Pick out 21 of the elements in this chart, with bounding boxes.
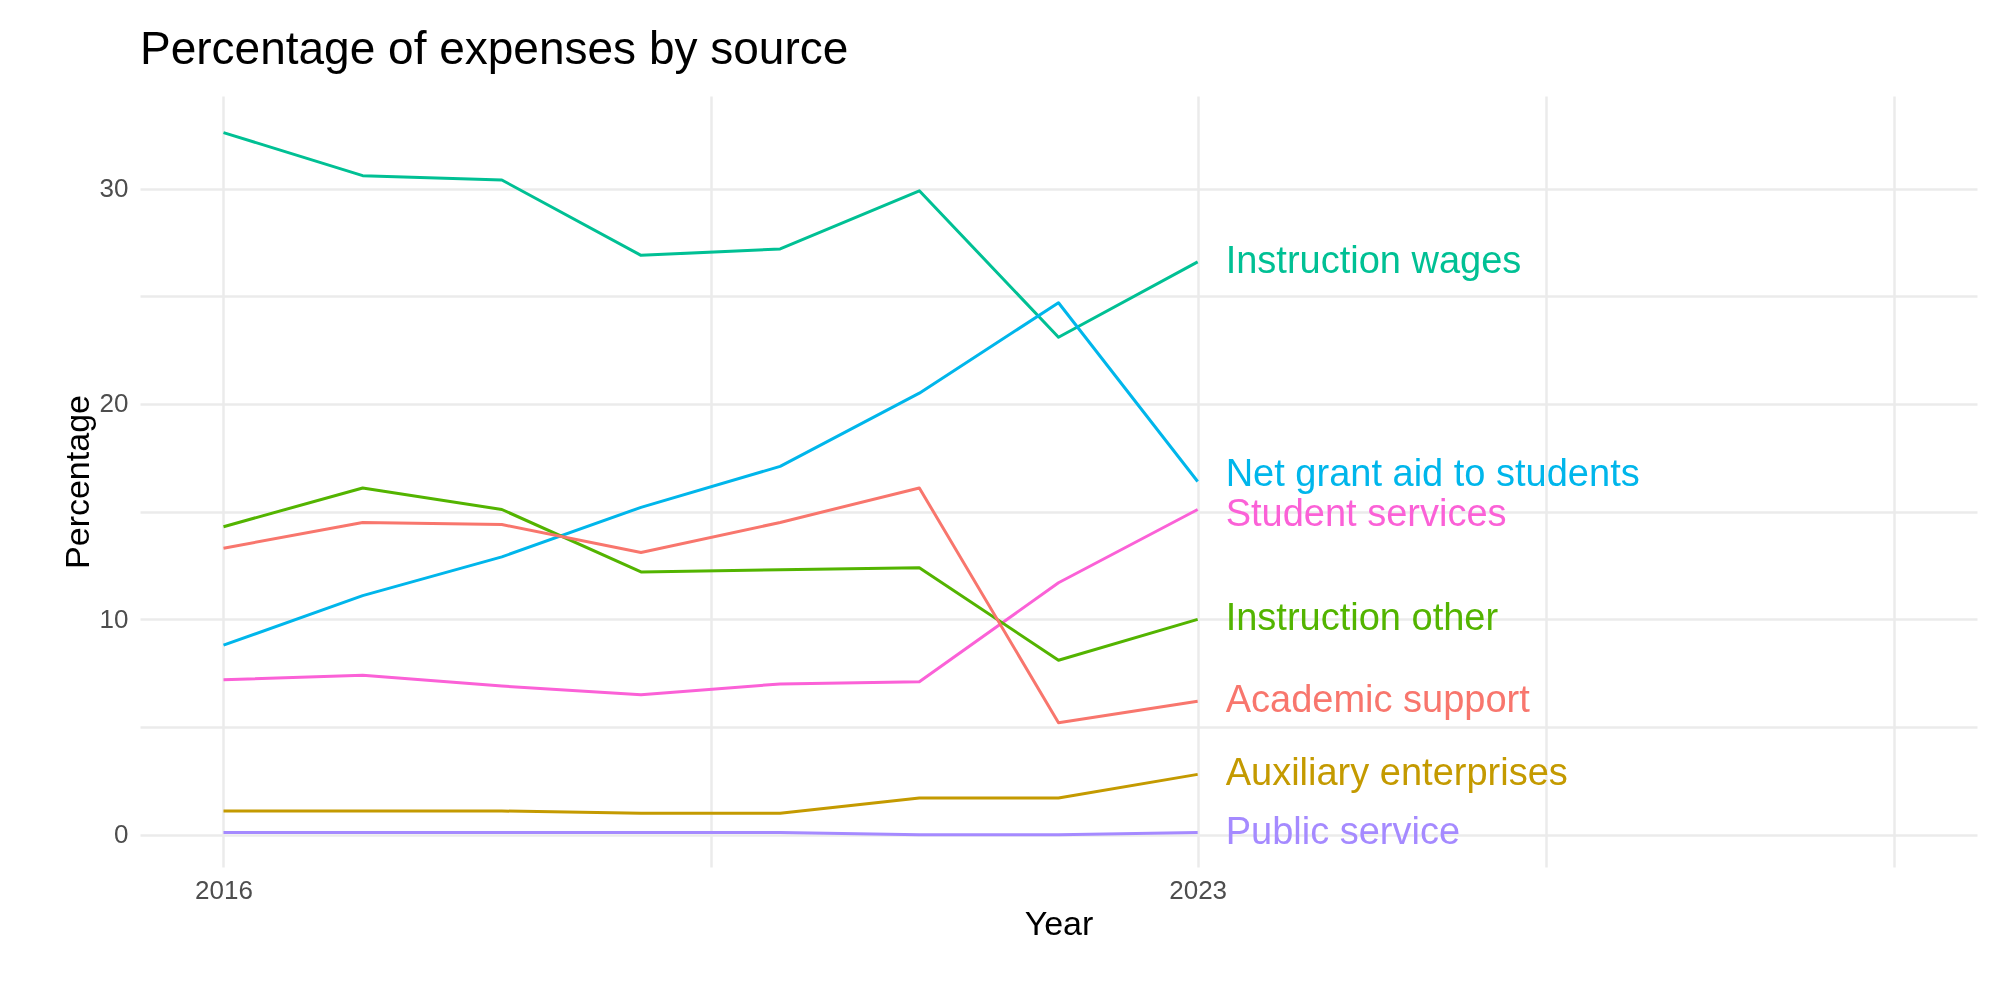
y-tick-label: 20 [99, 388, 129, 419]
series-label: Academic support [1225, 678, 1531, 721]
y-axis-title: Percentage [57, 395, 96, 569]
series-label: Net grant aid to students [1225, 452, 1640, 495]
line-series [222, 508, 1200, 697]
line-series [222, 131, 1200, 339]
series-label: Public service [1225, 809, 1461, 852]
y-tick-label: 0 [114, 819, 129, 850]
series-label: Instruction other [1225, 596, 1499, 639]
series-label: Instruction wages [1225, 238, 1522, 281]
x-axis-title: Year [1024, 903, 1094, 942]
y-tick-label: 10 [99, 603, 129, 634]
y-tick-label: 30 [99, 173, 129, 204]
line-series [222, 772, 1200, 815]
x-tick-label: 2016 [195, 874, 253, 905]
line-series [222, 486, 1200, 725]
series-label: Auxiliary enterprises [1225, 751, 1568, 794]
line-series [222, 301, 1200, 647]
chart-title: Percentage of expenses by source [140, 22, 849, 74]
x-tick-label: 2023 [1169, 874, 1228, 905]
line-series [222, 486, 1200, 662]
